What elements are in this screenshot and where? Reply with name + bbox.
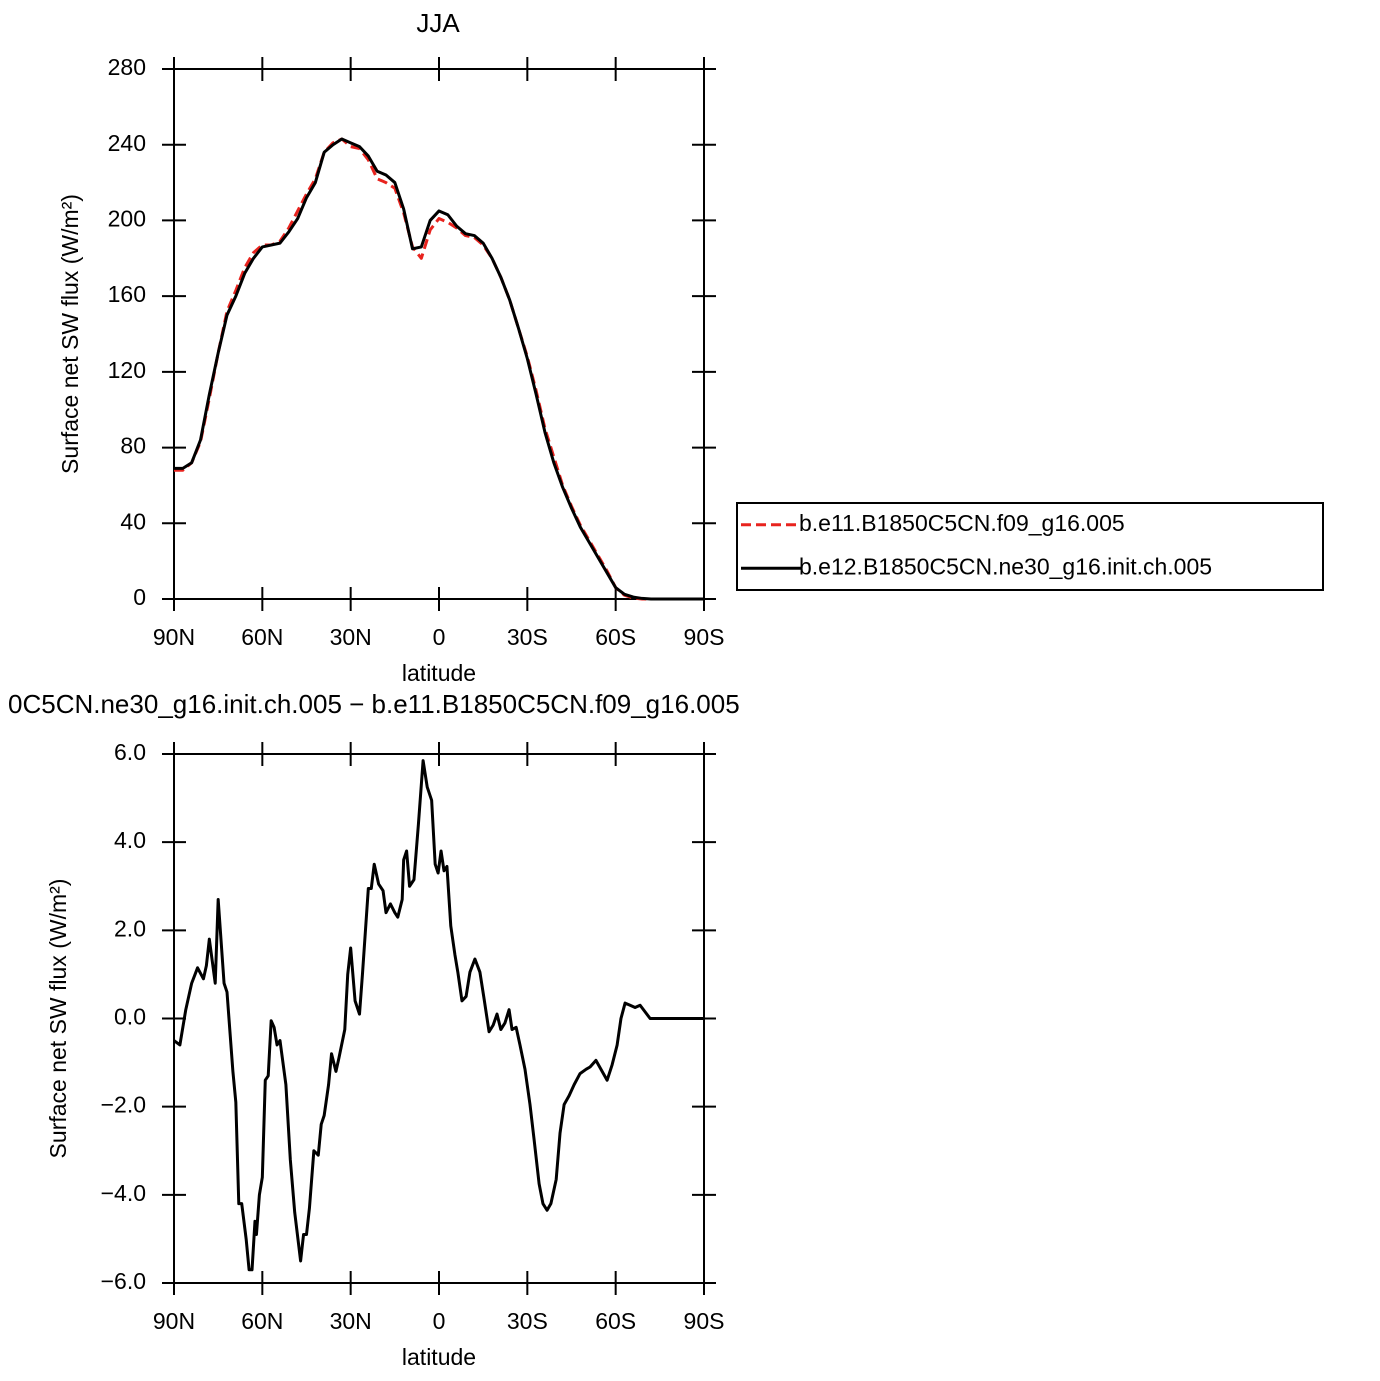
y-tick-label: 240 bbox=[108, 130, 146, 156]
y-tick-label: 160 bbox=[108, 281, 146, 307]
x-tick-label: 90S bbox=[684, 1308, 725, 1334]
y-tick-label: 120 bbox=[108, 357, 146, 383]
y-tick-label: 0 bbox=[133, 584, 146, 610]
x-tick-label: 30S bbox=[507, 1308, 548, 1334]
y-tick-label: −6.0 bbox=[101, 1268, 146, 1294]
x-axis-label: latitude bbox=[402, 1344, 476, 1370]
y-tick-label: 40 bbox=[120, 508, 146, 534]
x-tick-label: 60S bbox=[595, 1308, 636, 1334]
x-tick-label: 90N bbox=[153, 1308, 195, 1334]
y-tick-label: 6.0 bbox=[114, 739, 146, 765]
legend-box bbox=[736, 502, 1324, 591]
legend-label: b.e11.B1850C5CN.f09_g16.005 bbox=[799, 510, 1125, 536]
plot-frame bbox=[173, 753, 705, 1284]
x-tick-label: 30N bbox=[330, 1308, 372, 1334]
x-tick-label: 90N bbox=[153, 624, 195, 650]
x-axis-label: latitude bbox=[402, 660, 476, 686]
y-tick-label: 80 bbox=[120, 433, 146, 459]
y-tick-label: 200 bbox=[108, 206, 146, 232]
x-tick-label: 90S bbox=[684, 624, 725, 650]
series-line bbox=[173, 759, 704, 1272]
x-tick-label: 0 bbox=[433, 1308, 446, 1334]
y-tick-label: −4.0 bbox=[101, 1180, 146, 1206]
y-tick-label: 4.0 bbox=[114, 827, 146, 853]
y-axis-label: Surface net SW flux (W/m²) bbox=[45, 879, 71, 1159]
x-tick-label: 30N bbox=[330, 624, 372, 650]
y-tick-label: 2.0 bbox=[114, 915, 146, 941]
x-tick-label: 60S bbox=[595, 624, 636, 650]
x-tick-label: 0 bbox=[433, 624, 446, 650]
x-tick-label: 60N bbox=[241, 624, 283, 650]
plot-frame bbox=[173, 68, 705, 600]
y-axis-label: Surface net SW flux (W/m²) bbox=[57, 194, 83, 474]
series-line bbox=[174, 137, 704, 601]
series-line bbox=[174, 137, 704, 601]
y-tick-label: 0.0 bbox=[114, 1004, 146, 1030]
x-tick-label: 60N bbox=[241, 1308, 283, 1334]
y-tick-label: −2.0 bbox=[101, 1092, 146, 1118]
y-tick-label: 280 bbox=[108, 54, 146, 80]
x-tick-label: 30S bbox=[507, 624, 548, 650]
chart-title: 0C5CN.ne30_g16.init.ch.005 − b.e11.B1850… bbox=[8, 689, 740, 719]
chart-title: JJA bbox=[416, 8, 460, 38]
legend-label: b.e12.B1850C5CN.ne30_g16.init.ch.005 bbox=[799, 553, 1212, 579]
